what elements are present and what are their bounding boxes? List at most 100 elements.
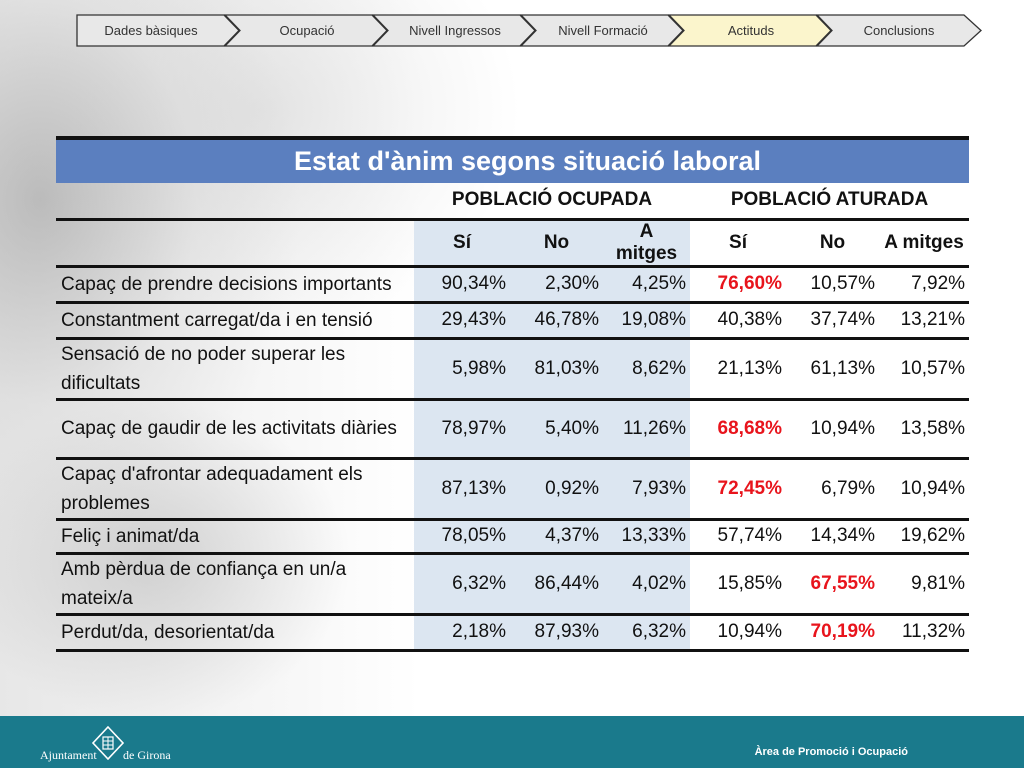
table-cell: 5,40%: [510, 399, 603, 460]
table-cell: 15,85%: [690, 553, 786, 616]
nav-tab-actituds[interactable]: Actituds: [668, 14, 832, 47]
row-label: Amb pèrdua de confiança en un/a mateix/a: [56, 553, 414, 616]
table-cell: 10,57%: [879, 338, 970, 401]
table-cell: 11,32%: [879, 614, 970, 652]
table-cell: 4,25%: [603, 266, 690, 304]
subheader-no-aturada: No: [786, 219, 879, 268]
table-row: Sensació de no poder superar les dificul…: [56, 338, 970, 401]
table-cell: 87,13%: [414, 458, 510, 521]
subheader-row: Sí No A mitges Sí No A mitges: [56, 219, 970, 268]
table-cell: 72,45%: [690, 458, 786, 521]
nav-tab-label: Nivell Formació: [558, 23, 648, 38]
table-row: Feliç i animat/da 78,05% 4,37% 13,33% 57,74%…: [56, 519, 970, 555]
nav-chevron-shape: [668, 14, 832, 47]
table-cell: 81,03%: [510, 338, 603, 401]
table-cell: 5,98%: [414, 338, 510, 401]
table-row: Constantment carregat/da i en tensió 29,4…: [56, 302, 970, 340]
subheader-mitges-aturada: A mitges: [879, 219, 970, 268]
nav-chevron-shape: [76, 14, 240, 47]
table-cell: 6,32%: [603, 614, 690, 652]
empty-corner: [56, 219, 414, 268]
table-cell: 9,81%: [879, 553, 970, 616]
table-row: Capaç de gaudir de les activitats diàrie…: [56, 399, 970, 460]
group-header-row: POBLACIÓ OCUPADA POBLACIÓ ATURADA: [56, 183, 970, 221]
row-label: Constantment carregat/da i en tensió: [56, 302, 414, 340]
table-cell: 4,37%: [510, 519, 603, 555]
table-body: Capaç de prendre decisions importants 90,…: [56, 266, 970, 652]
table-row: Capaç de prendre decisions importants 90,…: [56, 266, 970, 304]
table-cell: 37,74%: [786, 302, 879, 340]
subheader-si-aturada: Sí: [690, 219, 786, 268]
row-label: Sensació de no poder superar les dificul…: [56, 338, 414, 401]
table-cell: 29,43%: [414, 302, 510, 340]
subheader-mitges-ocupada: A mitges: [603, 219, 690, 268]
table-cell: 2,30%: [510, 266, 603, 304]
row-label: Perdut/da, desorientat/da: [56, 614, 414, 652]
table-cell: 10,57%: [786, 266, 879, 304]
table-cell: 7,92%: [879, 266, 970, 304]
mood-table: Estat d'ànim segons situació laboral POB…: [56, 136, 970, 652]
table-cell: 11,26%: [603, 399, 690, 460]
table-cell: 19,62%: [879, 519, 970, 555]
subheader-si-ocupada: Sí: [414, 219, 510, 268]
row-label: Capaç de gaudir de les activitats diàrie…: [56, 399, 414, 460]
empty-corner: [56, 183, 414, 221]
table-cell: 21,13%: [690, 338, 786, 401]
table-row: Capaç d'afrontar adequadament els proble…: [56, 458, 970, 521]
nav-tab-label: Actituds: [727, 23, 775, 38]
table-cell: 10,94%: [879, 458, 970, 521]
table-cell: 70,19%: [786, 614, 879, 652]
table-title: Estat d'ànim segons situació laboral: [56, 136, 969, 183]
nav-tab-dades-basiques[interactable]: Dades bàsiques: [76, 14, 240, 47]
table-cell: 90,34%: [414, 266, 510, 304]
nav-chevron-shape: [224, 14, 388, 47]
nav-chevron-shape: [520, 14, 684, 47]
logo-text-ajuntament: Ajuntament: [40, 748, 97, 762]
table-cell: 8,62%: [603, 338, 690, 401]
nav-tab-label: Conclusions: [863, 23, 935, 38]
group-header-ocupada: POBLACIÓ OCUPADA: [414, 183, 690, 221]
table-cell: 0,92%: [510, 458, 603, 521]
girona-city-logo-icon: [92, 726, 124, 760]
table-cell: 13,58%: [879, 399, 970, 460]
table-cell: 40,38%: [690, 302, 786, 340]
table-cell: 67,55%: [786, 553, 879, 616]
nav-chevron-shape: [372, 14, 536, 47]
nav-tab-label: Dades bàsiques: [104, 23, 198, 38]
footer-bar: [0, 716, 1024, 768]
table-cell: 86,44%: [510, 553, 603, 616]
table-cell: 14,34%: [786, 519, 879, 555]
table-cell: 57,74%: [690, 519, 786, 555]
table-cell: 10,94%: [690, 614, 786, 652]
row-label: Feliç i animat/da: [56, 519, 414, 555]
table-row: Perdut/da, desorientat/da 2,18% 87,93% 6,32…: [56, 614, 970, 652]
table-cell: 87,93%: [510, 614, 603, 652]
mood-data-table: POBLACIÓ OCUPADA POBLACIÓ ATURADA Sí No …: [56, 183, 970, 652]
nav-tab-nivell-ingressos[interactable]: Nivell Ingressos: [372, 14, 536, 47]
table-cell: 68,68%: [690, 399, 786, 460]
table-cell: 7,93%: [603, 458, 690, 521]
nav-tab-label: Ocupació: [279, 23, 335, 38]
table-row: Amb pèrdua de confiança en un/a mateix/a…: [56, 553, 970, 616]
table-cell: 13,21%: [879, 302, 970, 340]
department-label: Àrea de Promoció i Ocupació: [754, 746, 908, 758]
section-nav: Dades bàsiques Ocupació Nivell Ingressos…: [76, 14, 982, 47]
table-cell: 2,18%: [414, 614, 510, 652]
nav-tab-label: Nivell Ingressos: [409, 23, 501, 38]
table-cell: 6,32%: [414, 553, 510, 616]
table-cell: 19,08%: [603, 302, 690, 340]
table-cell: 76,60%: [690, 266, 786, 304]
table-cell: 78,05%: [414, 519, 510, 555]
table-cell: 10,94%: [786, 399, 879, 460]
table-cell: 6,79%: [786, 458, 879, 521]
table-cell: 78,97%: [414, 399, 510, 460]
table-cell: 46,78%: [510, 302, 603, 340]
nav-chevron-shape: [816, 14, 982, 47]
table-cell: 4,02%: [603, 553, 690, 616]
subheader-no-ocupada: No: [510, 219, 603, 268]
nav-tab-ocupacio[interactable]: Ocupació: [224, 14, 388, 47]
nav-tab-nivell-formacio[interactable]: Nivell Formació: [520, 14, 684, 47]
nav-tab-conclusions[interactable]: Conclusions: [816, 14, 982, 47]
row-label: Capaç de prendre decisions importants: [56, 266, 414, 304]
logo-text-girona: de Girona: [123, 748, 171, 762]
